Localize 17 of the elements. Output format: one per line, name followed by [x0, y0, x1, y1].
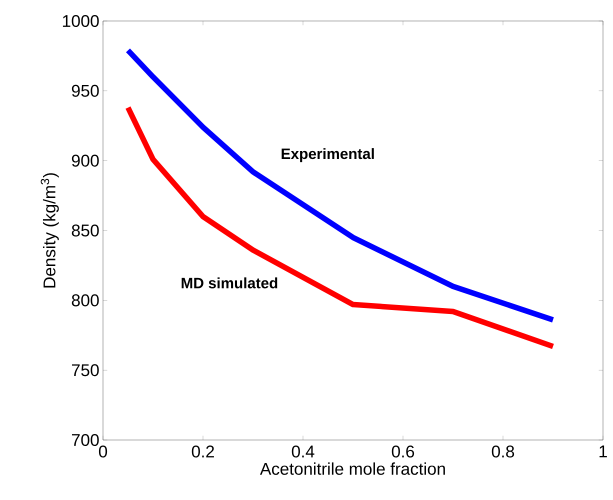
x-tick-label: 0.2: [192, 446, 214, 458]
y-tick-label: 750: [72, 364, 99, 376]
x-tick-label: 1: [600, 446, 607, 458]
annotation: Experimental: [282, 148, 374, 162]
x-tick-label: 0.8: [492, 446, 514, 458]
x-tick-label: 0: [98, 446, 108, 458]
y-tick-label: 900: [72, 154, 99, 167]
x-axis-title: Acetonitrile mole fraction: [260, 462, 445, 475]
x-tick-label: 0.4: [292, 446, 314, 458]
y-tick-label: 700: [72, 434, 99, 446]
x-tick-label: 0.6: [392, 446, 414, 458]
y-tick-label: 950: [72, 84, 99, 97]
y-axis-title: Density (kg/m$^{3}$): [40, 173, 59, 288]
y-tick-label: 800: [72, 294, 99, 306]
y-tick-label: 850: [72, 224, 99, 237]
annotation: MD simulated: [182, 277, 278, 288]
y-tick-label: 1000: [62, 14, 99, 28]
